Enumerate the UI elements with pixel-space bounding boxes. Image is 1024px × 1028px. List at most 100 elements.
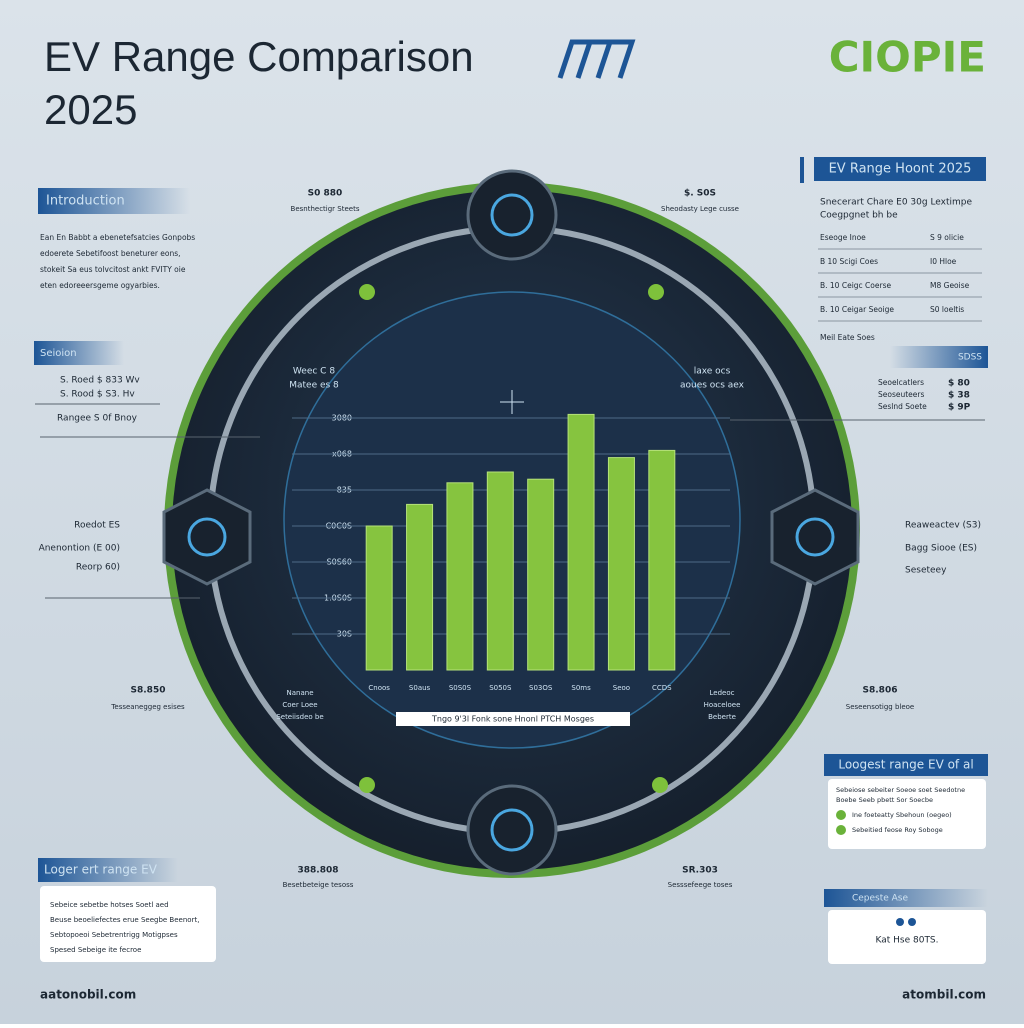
- intro-line: stokeit Sa eus tolvcitost ankt FVITY oie: [40, 265, 186, 274]
- node: [648, 284, 664, 300]
- x-tick-label: S0aus: [409, 684, 431, 692]
- ring-label: Matee es 8: [289, 381, 339, 391]
- box-heading: Loger ert range EV: [44, 863, 158, 877]
- dot: [896, 918, 904, 926]
- bar: [527, 478, 555, 671]
- ring-label: Besetbeteige tesoss: [283, 881, 354, 889]
- ring-label: SR.303: [682, 866, 718, 876]
- hub-icon: [795, 517, 835, 557]
- bar: [486, 471, 514, 671]
- box: [828, 779, 986, 849]
- title: EV Range Comparison: [44, 33, 474, 80]
- hub-icon: [490, 808, 534, 852]
- ring-label: Seseensotigg bleoe: [846, 703, 914, 711]
- table-cell: S0 loeltis: [930, 305, 964, 314]
- table-cell: B. 10 Ceigar Seoige: [820, 305, 894, 314]
- chart-caption: Tngo 9'3l Fonk sone Hnonl PTCH Mosges: [431, 715, 594, 724]
- table-cell: M8 Geoise: [930, 281, 970, 290]
- box-line: Sebtopoeoi Sebetrentrigg Motigpses: [50, 931, 178, 939]
- callout: Anenontion (E 00): [39, 544, 120, 554]
- right-table: Eseoge Inoe S 9 olicie B 10 Scigi Coes I0 H…: [818, 233, 982, 413]
- section-row: $ 80: [948, 379, 970, 389]
- logo: CIOPIE: [829, 33, 986, 82]
- x-tick-label: CCDS: [652, 684, 672, 692]
- hub: [770, 488, 860, 586]
- ring-label: Ledeoc: [710, 689, 735, 697]
- box-heading: Loogest range EV of al: [838, 758, 973, 772]
- accent: [800, 157, 804, 183]
- footer: aatonobil.com: [40, 988, 136, 1002]
- ring-label: Sesssefeege toses: [668, 881, 733, 889]
- node: [359, 777, 375, 793]
- box-line: Boebe Seeb pbett Sor Soecbe: [836, 796, 933, 804]
- section-row: $ 9P: [948, 403, 971, 413]
- bullet: [836, 825, 846, 835]
- box-line: Spesed Sebeige ite fecroe: [50, 946, 141, 954]
- title: 2025: [44, 86, 137, 133]
- section-row: S. Rood $ S3. Hv: [60, 390, 135, 400]
- section-heading: SDSS: [958, 353, 982, 363]
- x-tick-label: S0S0S: [449, 684, 472, 692]
- pill: [890, 346, 988, 368]
- section-row: $ 38: [948, 391, 970, 401]
- intro-line: Ean En Babbt a ebenetefsatcies Gonpobs: [40, 233, 195, 242]
- pill: [38, 858, 178, 882]
- x-tick-label: Cnoos: [368, 684, 390, 692]
- pill: [34, 341, 124, 365]
- ring-label: 388.808: [298, 866, 339, 876]
- bar: [607, 457, 635, 671]
- box-bullet: Sebeitied feose Roy Soboge: [852, 826, 943, 834]
- box-bullet: Ine foeteatty Sbehoun (oegeo): [852, 811, 952, 819]
- table-cell: Eseoge Inoe: [820, 233, 866, 242]
- node: [359, 284, 375, 300]
- callout: Seseteey: [905, 566, 947, 576]
- pill: [824, 889, 988, 907]
- box-text: Kat Hse 80TS.: [875, 936, 938, 946]
- ring-label: Hoaceloee: [704, 701, 741, 709]
- section-row: S. Roed $ 833 Wv: [60, 376, 140, 386]
- logo-mark: [557, 39, 636, 79]
- intro-line: edoerete Sebetifoost beneturer eons,: [40, 249, 181, 258]
- section-heading: Seioion: [40, 348, 77, 359]
- ring-label: Tesseaneggeg esises: [110, 703, 185, 711]
- pill: [824, 754, 988, 776]
- section-row: Rangee S 0f Bnoy: [57, 414, 138, 424]
- node: [652, 777, 668, 793]
- hub: [162, 488, 252, 586]
- hub-icon: [490, 193, 534, 237]
- leader-lines: [40, 419, 985, 599]
- footer: atombil.com: [902, 988, 986, 1002]
- hubs: [162, 169, 860, 876]
- section-row: Seslnd Soete: [878, 402, 927, 411]
- bullet: [836, 810, 846, 820]
- box: [828, 910, 986, 964]
- dot: [908, 918, 916, 926]
- pill: [814, 157, 986, 181]
- bar: [406, 503, 434, 671]
- ring-label: aoues ocs aex: [680, 381, 745, 391]
- ring-label: Beberte: [708, 713, 736, 721]
- box: [40, 886, 216, 962]
- table-cell: S 9 olicie: [930, 233, 964, 242]
- x-tick-label: S050S: [489, 684, 512, 692]
- x-tick-label: S03OS: [529, 684, 553, 692]
- ring-label: Weec C 8: [293, 367, 335, 377]
- ring-label: $. S0S: [684, 189, 716, 199]
- table-cell: I0 Hloe: [930, 257, 957, 266]
- pill: [38, 188, 190, 214]
- ring-label: S8.806: [863, 686, 898, 696]
- hub-icon: [187, 517, 227, 557]
- bar: [446, 482, 474, 671]
- right-intro: Coegpgnet bh be: [820, 211, 898, 221]
- callout: Roedot ES: [74, 521, 120, 531]
- table-cell: B. 10 Ceigc Coerse: [820, 281, 891, 290]
- caption-box: [396, 712, 630, 726]
- ring-label: Besnthectigr Steets: [291, 205, 360, 213]
- ring-label: laxe ocs: [694, 367, 731, 377]
- box-line: Sebeiose sebeiter Soeoe soet Seedotne: [836, 786, 965, 794]
- table-cell: B 10 Scigi Coes: [820, 257, 878, 266]
- callout: Reorp 60): [76, 563, 120, 573]
